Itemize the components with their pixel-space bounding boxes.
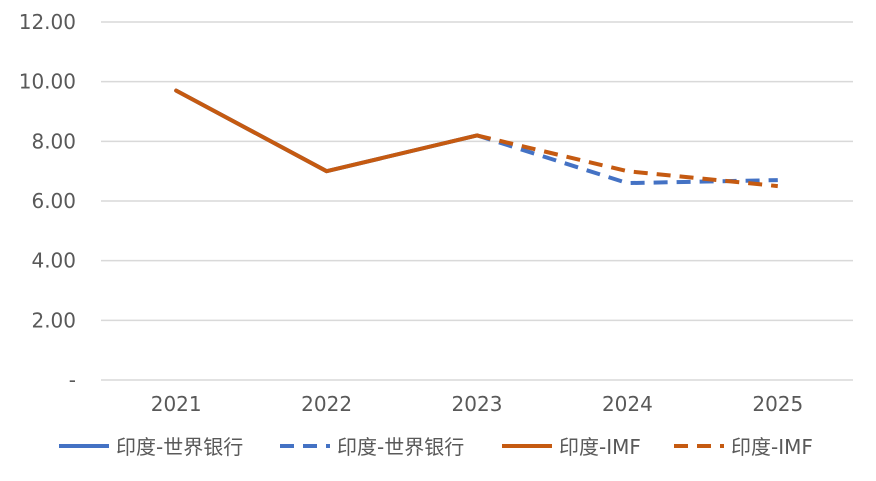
y-tick-label: 2.00	[31, 308, 76, 332]
y-tick-label: 8.00	[31, 129, 76, 153]
legend-label: 印度-世界银行	[116, 435, 243, 459]
y-tick-label: 12.00	[19, 10, 76, 34]
x-tick-label: 2023	[452, 392, 503, 416]
y-axis-tick-labels: - 2.00 4.00 6.00 8.00 10.00 12.00	[19, 10, 76, 392]
x-tick-label: 2021	[151, 392, 202, 416]
series-line-actual-0	[174, 88, 479, 174]
legend-label: 印度-IMF	[731, 435, 813, 459]
x-axis-tick-labels: 2021 2022 2023 2024 2025	[151, 392, 804, 416]
series-line-forecast-3	[476, 133, 778, 189]
legend-label: 印度-世界银行	[337, 435, 464, 459]
series-lines	[174, 88, 778, 189]
x-tick-label: 2024	[602, 392, 653, 416]
x-tick-label: 2025	[752, 392, 803, 416]
series-line-actual-2	[174, 88, 479, 174]
legend-label: 印度-IMF	[559, 435, 641, 459]
series-line-forecast-1	[476, 133, 778, 186]
y-tick-label: 10.00	[19, 70, 76, 94]
y-tick-label: -	[69, 368, 76, 392]
gridlines	[101, 21, 853, 381]
y-tick-label: 6.00	[31, 189, 76, 213]
x-tick-label: 2022	[301, 392, 352, 416]
legend: 印度-世界银行 印度-世界银行 印度-IMF 印度-IMF	[59, 435, 813, 459]
y-tick-label: 4.00	[31, 249, 76, 273]
